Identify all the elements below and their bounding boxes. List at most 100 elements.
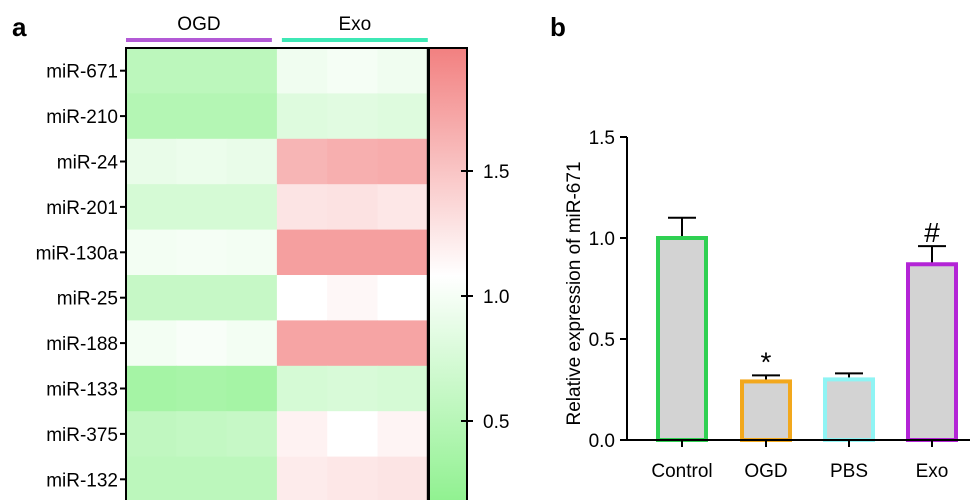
heatmap-cell [377,365,429,412]
heatmap-cell [126,365,177,412]
bar [906,262,958,443]
heatmap-cell [377,184,429,231]
heatmap-cell [226,275,278,321]
heatmap-row-label: miR-188 [46,334,118,355]
significance-marker: * [761,346,772,377]
heatmap-cell [377,93,429,140]
heatmap-row-label: miR-201 [46,198,118,219]
heatmap-cell [126,229,177,276]
heatmap-cell [327,365,379,412]
heatmap-cell [176,456,228,500]
heatmap-cell [377,275,429,321]
heatmap-cell [176,229,228,276]
heatmap-cell [226,138,278,185]
heatmap-row-label: miR-132 [46,470,118,491]
heatmap-cell [276,48,328,94]
heatmap-cell [176,275,228,321]
heatmap-row-label: miR-210 [46,107,118,128]
heatmap-cell [327,229,379,276]
heatmap-row-label: miR-375 [46,425,118,446]
heatmap-cell [226,320,278,367]
bar-x-tick-label: Exo [916,461,949,482]
heatmap-cell [327,138,379,185]
colorbar-ticks: 0.5 1.0 1.5 [461,162,509,433]
heatmap-cell [327,275,379,321]
significance-marker: # [924,217,940,248]
heatmap-cell [276,365,328,412]
bar [656,236,708,442]
bar-y-tick-label: 1.0 [589,229,615,250]
heatmap-cell [276,320,328,367]
bar-y-axis-label: Relative expression of miR-671 [564,161,585,425]
heatmap-cell [176,320,228,367]
heatmap-cell [377,138,429,185]
heatmap-cell [226,365,278,412]
heatmap-row-label: miR-24 [57,153,119,174]
heatmap-cell [176,48,228,94]
bar [823,377,875,442]
heatmap-cell [126,184,177,231]
bar-y-tick-label: 1.5 [589,128,615,149]
bar-x-tick-label: OGD [744,461,787,482]
heatmap-cell [377,48,429,94]
heatmap-cell [226,93,278,140]
heatmap-cell [327,456,379,500]
heatmap-cell [276,411,328,458]
heatmap-row-label: miR-671 [46,62,118,83]
panel-a-label: a [12,12,27,42]
panel-b-label: b [550,12,566,42]
heatmap-cell [276,275,328,321]
heatmap-cell [226,411,278,458]
heatmap-cell [377,229,429,276]
colorbar-frame [428,47,468,500]
bar-x-tick-label: Control [651,461,712,482]
heatmap-row-labels: miR-671 miR-210 miR-24 miR-201 miR-130a miR-2… [36,62,126,491]
heatmap-cell [126,411,177,458]
bar-y-tick-label: 0.5 [589,330,615,351]
heatmap-cell [126,456,177,500]
colorbar-tick-label: 1.5 [483,162,509,183]
heatmap-cell [276,229,328,276]
bar-y-axis: 0.0 0.5 1.0 1.5 [589,128,628,452]
heatmap-group-label: OGD [177,14,220,35]
heatmap-cell [126,138,177,185]
colorbar [429,48,467,500]
heatmap-cell [126,275,177,321]
heatmap-cell [276,184,328,231]
heatmap-cell [377,320,429,367]
colorbar-tick-label: 0.5 [483,412,509,433]
heatmap-cell [226,229,278,276]
bar-x-axis: Control OGD PBS Exo [627,439,970,482]
bar-series: *# [656,216,958,443]
heatmap-cell [176,93,228,140]
heatmap-row-label: miR-133 [46,380,118,401]
heatmap-cell [377,411,429,458]
heatmap-cell [276,138,328,185]
heatmap-cell [276,93,328,140]
heatmap-group-label: Exo [338,14,371,35]
heatmap-cell [327,48,379,94]
heatmap-cell [226,456,278,500]
heatmap-row-label: miR-130a [36,243,119,264]
heatmap-cell [377,456,429,500]
heatmap-frame [125,47,429,500]
heatmap-cell [126,320,177,367]
heatmap-cell [176,411,228,458]
heatmap-group-labels: OGD Exo [126,14,428,42]
heatmap-row-label: miR-25 [57,289,118,310]
heatmap-cell [176,365,228,412]
heatmap-cell [327,411,379,458]
heatmap-cell [327,184,379,231]
heatmap-cell [176,184,228,231]
heatmap-cell [327,320,379,367]
colorbar-tick-label: 1.0 [483,287,509,308]
heatmap-cells [126,48,429,500]
heatmap-cell [226,48,278,94]
bar-x-tick-label: PBS [830,461,868,482]
heatmap-cell [126,93,177,140]
bar [740,379,792,443]
bar-y-tick-label: 0.0 [589,431,615,452]
heatmap-cell [327,93,379,140]
heatmap-cell [176,138,228,185]
